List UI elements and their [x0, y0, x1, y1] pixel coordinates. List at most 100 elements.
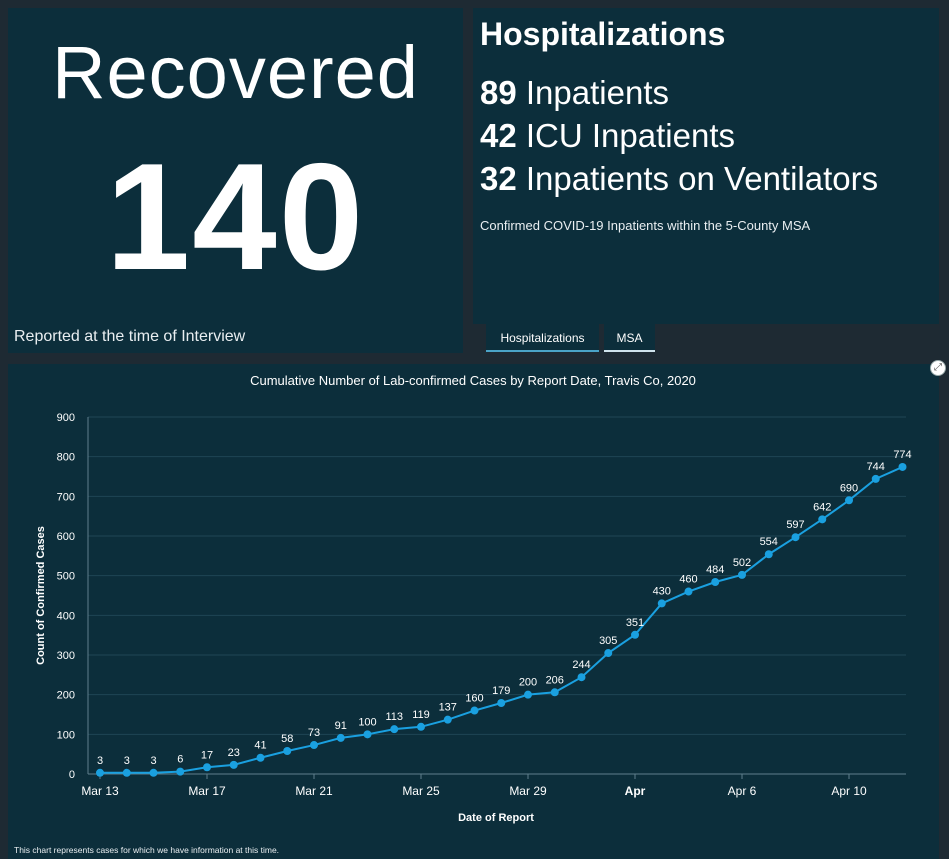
data-label: 305 — [599, 635, 617, 647]
data-label: 690 — [840, 482, 858, 494]
x-tick-label: Mar 21 — [295, 784, 333, 798]
series-line — [100, 466, 903, 774]
data-point — [604, 649, 613, 658]
icu-inpatients-count: 42 — [480, 117, 517, 154]
data-label: 58 — [281, 733, 293, 745]
ventilators-line: 32 Inpatients on Ventilators — [480, 160, 878, 198]
ventilators-label: Inpatients on Ventilators — [525, 160, 879, 197]
inpatients-label: Inpatients — [525, 74, 669, 111]
x-axis-label: Date of Report — [458, 812, 534, 824]
data-point — [497, 698, 506, 707]
data-point — [711, 578, 720, 587]
hospitalizations-note: Confirmed COVID-19 Inpatients within the… — [480, 218, 811, 233]
icu-inpatients-line: 42 ICU Inpatients — [480, 117, 735, 155]
data-point — [470, 706, 479, 715]
data-point — [283, 746, 292, 755]
data-label: 91 — [335, 720, 347, 732]
recovered-title: Recovered — [52, 31, 419, 114]
x-tick-label: Apr 10 — [831, 784, 867, 798]
data-label: 160 — [465, 693, 483, 705]
data-label: 119 — [412, 709, 430, 721]
x-tick-label: Apr 6 — [728, 784, 757, 798]
chart-title: Cumulative Number of Lab-confirmed Cases… — [250, 373, 696, 388]
hospitalizations-title: Hospitalizations — [480, 16, 726, 52]
data-label: 554 — [760, 536, 778, 548]
data-point — [256, 753, 265, 762]
data-label: 41 — [254, 740, 266, 752]
y-tick-label: 900 — [57, 412, 75, 424]
data-label: 502 — [733, 557, 751, 569]
y-tick-label: 0 — [69, 769, 75, 781]
data-point — [203, 763, 211, 772]
y-tick-label: 700 — [57, 491, 75, 503]
y-tick-label: 100 — [57, 729, 75, 741]
expand-button[interactable]: ⤢ — [930, 360, 946, 376]
data-point — [229, 760, 238, 769]
data-point — [336, 733, 345, 742]
data-point — [845, 496, 853, 505]
data-point — [818, 515, 827, 524]
data-point — [871, 474, 880, 483]
data-label: 642 — [813, 501, 831, 513]
data-point — [96, 768, 104, 777]
recovered-count: 140 — [105, 132, 366, 302]
data-label: 100 — [358, 716, 376, 728]
data-label: 3 — [124, 755, 130, 767]
y-tick-label: 200 — [57, 690, 75, 702]
data-point — [363, 730, 372, 739]
data-point — [738, 570, 746, 579]
data-label: 23 — [228, 747, 240, 759]
hospitalizations-panel: Hospitalizations 89 Inpatients 42 ICU In… — [473, 8, 939, 324]
data-label: 17 — [201, 749, 213, 761]
data-point — [149, 768, 158, 777]
data-point — [122, 768, 131, 777]
tab-msa[interactable]: MSA — [604, 324, 655, 352]
y-tick-label: 500 — [57, 571, 75, 583]
data-label: 73 — [308, 727, 320, 739]
data-point — [390, 725, 399, 734]
x-tick-label: Mar 25 — [402, 784, 440, 798]
chart-footnote: This chart represents cases for which we… — [14, 845, 280, 855]
data-label: 744 — [867, 461, 885, 473]
x-tick-label: Mar 13 — [81, 784, 119, 798]
data-point — [684, 587, 693, 596]
data-label: 6 — [177, 754, 183, 766]
x-tick-label: Mar 17 — [188, 784, 226, 798]
data-label: 3 — [97, 755, 103, 767]
data-point — [898, 462, 907, 471]
data-point — [577, 673, 586, 682]
y-tick-label: 400 — [57, 610, 75, 622]
x-tick-label: Apr — [625, 784, 646, 798]
data-label: 597 — [786, 519, 804, 531]
data-label: 137 — [439, 702, 457, 714]
tab-hospitalizations[interactable]: Hospitalizations — [486, 324, 599, 352]
data-label: 774 — [893, 449, 911, 461]
data-label: 200 — [519, 677, 537, 689]
data-point — [176, 767, 185, 776]
data-point — [524, 690, 532, 699]
expand-icon: ⤢ — [934, 362, 942, 373]
data-point — [310, 741, 318, 750]
y-tick-label: 600 — [57, 531, 75, 543]
data-label: 430 — [653, 585, 671, 597]
data-point — [550, 688, 559, 697]
data-label: 460 — [679, 574, 697, 586]
data-point — [764, 550, 773, 559]
data-point — [443, 715, 452, 724]
cases-line-chart: Cumulative Number of Lab-confirmed Cases… — [35, 373, 912, 824]
data-label: 206 — [546, 674, 564, 686]
data-label: 113 — [385, 711, 403, 723]
chart-panel: Cumulative Number of Lab-confirmed Cases… — [8, 364, 939, 859]
y-tick-label: 800 — [57, 452, 75, 464]
data-label: 244 — [572, 659, 590, 671]
data-label: 179 — [492, 685, 510, 697]
data-label: 351 — [626, 617, 644, 629]
icu-inpatients-label: ICU Inpatients — [525, 117, 735, 154]
recovered-panel: Recovered 140 Reported at the time of In… — [8, 8, 463, 353]
ventilators-count: 32 — [480, 160, 517, 197]
data-point — [791, 533, 800, 542]
recovered-note: Reported at the time of Interview — [14, 328, 246, 345]
inpatients-count: 89 — [480, 74, 517, 111]
data-label: 484 — [706, 564, 724, 576]
data-point — [657, 599, 666, 608]
